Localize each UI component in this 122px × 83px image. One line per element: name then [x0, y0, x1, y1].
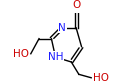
Text: HO: HO: [93, 73, 109, 83]
Text: HO: HO: [13, 49, 29, 59]
Text: NH: NH: [48, 52, 63, 62]
Text: O: O: [72, 0, 80, 10]
Text: N: N: [58, 23, 66, 33]
